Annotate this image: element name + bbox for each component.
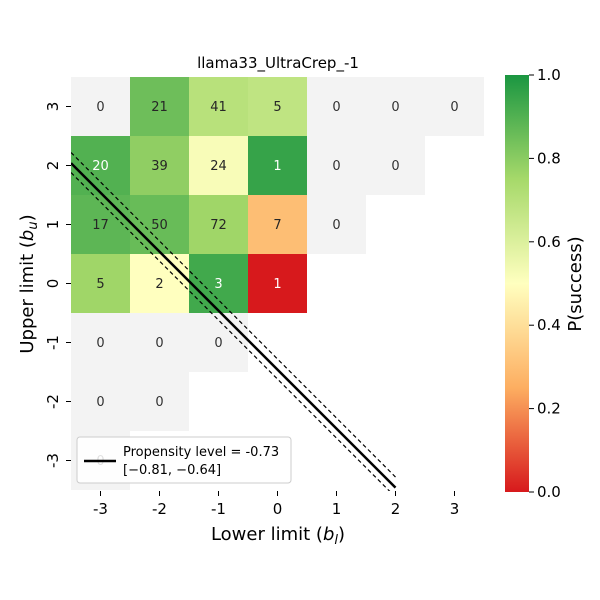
heatmap-cell xyxy=(248,77,307,136)
cell-count-label: 24 xyxy=(210,159,227,174)
colorbar-ticks: 0.0 0.2 0.4 0.6 0.8 1.0 xyxy=(529,66,561,501)
heatmap-cell xyxy=(71,77,130,136)
heatmap-cell xyxy=(366,136,425,195)
y-tick-label: -3 xyxy=(44,453,62,468)
x-tick-label: -1 xyxy=(211,500,226,518)
cell-count-label: 0 xyxy=(96,395,104,410)
colorbar: 0.0 0.2 0.4 0.6 0.8 1.0 P(success) xyxy=(505,66,586,501)
y-tick-label: 3 xyxy=(44,102,62,112)
y-tick-label: 0 xyxy=(44,279,62,289)
cell-count-label: 1 xyxy=(273,277,281,292)
cell-count-label: 0 xyxy=(96,100,104,115)
cell-count-label: 2 xyxy=(155,277,163,292)
cell-count-label: 20 xyxy=(92,159,109,174)
heatmap-cell xyxy=(71,313,130,372)
heatmap-cell xyxy=(366,77,425,136)
x-tick-label: -3 xyxy=(93,500,108,518)
heatmap-cell xyxy=(130,77,189,136)
cell-count-label: 0 xyxy=(155,395,163,410)
heatmap-cells: 021415000203924100175072705231000000 xyxy=(71,77,484,490)
y-tick-label: 2 xyxy=(44,161,62,171)
cell-count-label: 0 xyxy=(96,336,104,351)
heatmap-cell xyxy=(248,254,307,313)
legend-line1: Propensity level = -0.73 xyxy=(123,445,279,460)
x-axis-ticks: -3 -2 -1 0 1 2 3 xyxy=(93,491,459,518)
colorbar-gradient xyxy=(505,75,529,492)
cell-count-label: 0 xyxy=(391,100,399,115)
heatmap-cell xyxy=(71,372,130,431)
cell-count-label: 0 xyxy=(391,159,399,174)
y-axis-ticks: 3 2 1 0 -1 -2 -3 xyxy=(44,102,71,468)
cell-count-label: 0 xyxy=(155,336,163,351)
heatmap-cell xyxy=(130,195,189,254)
heatmap-cell xyxy=(189,136,248,195)
heatmap-cell xyxy=(425,77,484,136)
cell-count-label: 0 xyxy=(332,100,340,115)
cell-count-label: 0 xyxy=(332,159,340,174)
colorbar-label: P(success) xyxy=(565,236,586,331)
y-tick-label: -1 xyxy=(44,335,62,350)
heatmap-cell xyxy=(189,195,248,254)
colorbar-tick-label: 0.8 xyxy=(537,149,561,167)
heatmap-cell xyxy=(248,136,307,195)
cell-count-label: 0 xyxy=(214,336,222,351)
heatmap-cell xyxy=(130,254,189,313)
heatmap-cell xyxy=(71,136,130,195)
heatmap-cell xyxy=(130,372,189,431)
colorbar-tick-label: 0.6 xyxy=(537,233,561,251)
cell-count-label: 41 xyxy=(210,100,227,115)
heatmap-cell xyxy=(189,313,248,372)
x-tick-label: -2 xyxy=(152,500,167,518)
cell-count-label: 39 xyxy=(151,159,168,174)
cell-count-label: 72 xyxy=(210,218,227,233)
propensity-line xyxy=(71,162,397,489)
cell-count-label: 5 xyxy=(273,100,281,115)
heatmap-cell xyxy=(248,195,307,254)
chart-title: llama33_UltraCrep_-1 xyxy=(197,54,359,73)
cell-count-label: 21 xyxy=(151,100,168,115)
x-tick-label: 2 xyxy=(391,500,401,518)
y-axis-label: Upper limit (bu) xyxy=(17,214,41,353)
y-tick-label: 1 xyxy=(44,220,62,230)
legend-line2: [−0.81, −0.64] xyxy=(123,463,221,478)
legend-box xyxy=(76,436,292,484)
legend: Propensity level = -0.73 [−0.81, −0.64] xyxy=(76,436,292,484)
heatmap-cell xyxy=(71,254,130,313)
heatmap-cell xyxy=(307,195,366,254)
x-tick-label: 0 xyxy=(273,500,283,518)
x-tick-label: 3 xyxy=(450,500,460,518)
cell-count-label: 17 xyxy=(92,218,109,233)
cell-count-label: 0 xyxy=(450,100,458,115)
colorbar-tick-label: 1.0 xyxy=(537,66,561,84)
colorbar-tick-label: 0.0 xyxy=(537,483,561,501)
x-axis-label: Lower limit (bl) xyxy=(211,524,345,548)
colorbar-tick-label: 0.4 xyxy=(537,316,561,334)
cell-count-label: 1 xyxy=(273,159,281,174)
cell-count-label: 7 xyxy=(273,218,281,233)
cell-count-label: 5 xyxy=(96,277,104,292)
cell-count-label: 50 xyxy=(151,218,168,233)
heatmap-cell xyxy=(189,254,248,313)
heatmap-cell xyxy=(71,195,130,254)
x-tick-label: 1 xyxy=(332,500,342,518)
cell-count-label: 0 xyxy=(332,218,340,233)
heatmap-cell xyxy=(307,136,366,195)
cell-count-label: 3 xyxy=(214,277,222,292)
colorbar-tick-label: 0.2 xyxy=(537,400,561,418)
heatmap-cell xyxy=(130,313,189,372)
propensity-lines xyxy=(71,152,397,491)
y-tick-label: -2 xyxy=(44,394,62,409)
heatmap-cell xyxy=(189,77,248,136)
heatmap-cell xyxy=(307,77,366,136)
heatmap-cell xyxy=(130,136,189,195)
